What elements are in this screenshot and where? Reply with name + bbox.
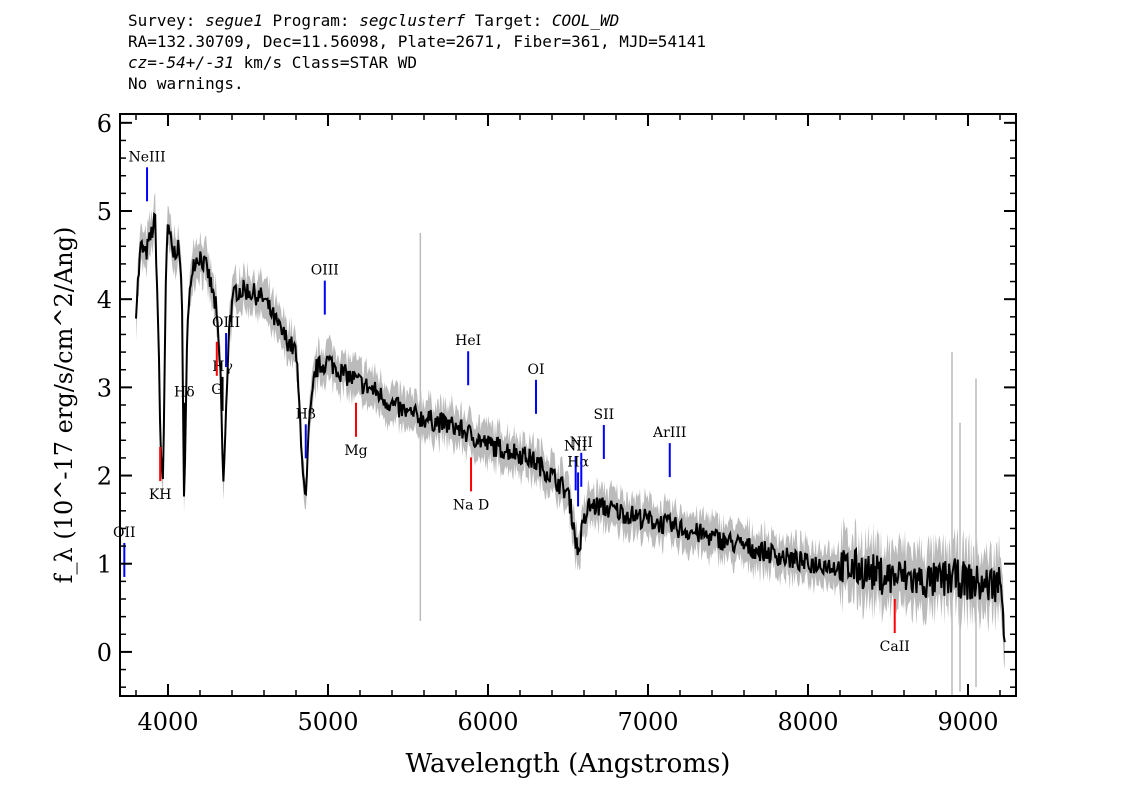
line-label-4: OIII [212,315,240,331]
line-label-3: Hγ [212,359,233,375]
line-label-6: OIII [311,263,339,279]
spectrum-series [135,211,1006,643]
line-label-11: NII [570,435,593,451]
line-label-9: NII [564,438,587,454]
cz-value: -54+/-31 [156,53,234,72]
class-text: km/s Class=STAR WD [233,53,417,72]
line-label-8: OI [527,362,544,378]
survey-value: segue1 [205,11,263,30]
header-line-1: Survey: segue1 Program: segclusterf Targ… [128,10,706,31]
error-band-area [136,193,1005,670]
cz-label: cz= [128,53,157,72]
spectrum-line [135,211,1006,643]
x-tick-label-1: 5000 [297,708,358,736]
line-label-5: Hβ [296,406,316,422]
line-label-13: ArIII [652,425,686,441]
y-tick-label-0: 0 [97,639,112,667]
line-label-12: SII [594,407,615,423]
header-line-3: cz=-54+/-31 km/s Class=STAR WD [128,52,706,73]
axes: 4000 5000 6000 7000 8000 9000 0 1 2 3 4 5 6 [97,110,1016,736]
x-axis-label: Wavelength (Angstroms) [406,749,731,779]
y-axis-label: f_λ (10^-17 erg/s/cm^2/Ang) [50,227,78,584]
line-label-10: Hα [567,454,589,470]
target-label: Target: [465,11,552,30]
line-label-0: OII [113,525,136,541]
y-tick-label-5: 5 [97,198,112,226]
y-tick-label-3: 3 [97,374,112,402]
y-tick-label-1: 1 [97,551,112,579]
line-label-1: NeIII [128,149,165,165]
spectrum-header: Survey: segue1 Program: segclusterf Targ… [128,10,706,94]
x-tick-label-4: 8000 [777,708,838,736]
x-tick-label-5: 9000 [937,708,998,736]
program-label: Program: [262,11,360,30]
line-label-18: CaII [880,639,910,655]
target-value: COOL_WD [551,11,620,30]
y-tick-label-4: 4 [97,286,112,314]
header-line-4: No warnings. [128,74,244,93]
x-tick-label-2: 6000 [457,708,518,736]
header-line-2: RA=132.30709, Dec=11.56098, Plate=2671, … [128,32,706,51]
line-label-17: Na D [453,497,489,513]
line-label-15: G [211,382,222,398]
spectral-line-markers: OIINeIIIHδHγOIIIHβOIIIHeIOINIIHαNIISIIAr… [113,149,910,655]
y-tick-label-2: 2 [97,463,112,491]
line-label-14: KH [149,487,172,503]
line-label-2: Hδ [174,385,195,401]
program-value: segclusterf [359,11,466,30]
survey-label: Survey: [128,11,206,30]
y-tick-label-6: 6 [97,110,112,138]
x-tick-label-3: 7000 [617,708,678,736]
line-label-7: HeI [455,333,481,349]
line-label-16: Mg [344,443,367,459]
x-tick-label-0: 4000 [137,708,198,736]
